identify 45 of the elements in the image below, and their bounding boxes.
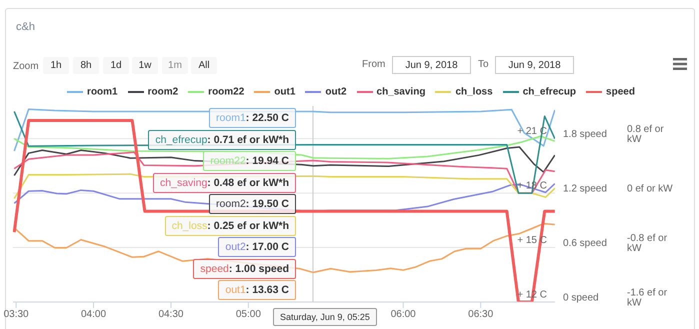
- text: 1m: [162, 57, 188, 74]
- text: Jun 9, 2018: [495, 56, 574, 74]
- y2-tick-label: 1.2 speed: [563, 184, 607, 195]
- x-tick-label: 06:30: [468, 309, 494, 320]
- annotation: speed: 1.00 speed: [200, 262, 289, 274]
- legend-label: ch_loss: [455, 86, 493, 98]
- y3-tick-label: -1.6 ef or kW: [627, 288, 668, 309]
- text: All: [191, 57, 217, 74]
- y3-tick-label: 0.8 ef or kW: [627, 124, 664, 146]
- legend-label: room2: [148, 86, 178, 98]
- text: 1h: [43, 57, 69, 74]
- y2-tick-label: 0 speed: [563, 292, 599, 304]
- y3-tick-label: 0 ef or kW: [627, 184, 674, 195]
- x-tick-label: 05:00: [236, 309, 262, 320]
- text: To: [478, 58, 489, 72]
- annotation: ch_saving: 0.48 ef or kW*h: [160, 176, 289, 188]
- y3-tick-label: -0.8 ef or kW: [627, 233, 668, 254]
- annotation: ch_loss: 0.25 ef or kW*h: [172, 220, 289, 232]
- annotation: out2: 17.00 C: [225, 241, 289, 253]
- text: Zoom: [13, 60, 39, 74]
- x-tick-label: 03:30: [4, 309, 30, 320]
- x-tick-label: 04:00: [81, 309, 106, 320]
- annotation: room22: 19.94 C: [210, 155, 289, 167]
- x-tick-label: 06:00: [390, 309, 416, 320]
- annotation: ch_efrecup: 0.71 ef or kW*h: [155, 134, 289, 146]
- legend-label: room22: [208, 86, 244, 98]
- annotation: room2: 19.50 C: [216, 198, 289, 210]
- text: From: [362, 58, 386, 72]
- text: 8h: [73, 57, 99, 74]
- text: 1w: [132, 57, 158, 74]
- text: Jun 9, 2018: [392, 56, 471, 74]
- text: Saturday, Jun 9, 05:25: [273, 308, 377, 326]
- text: 1d: [103, 57, 129, 74]
- legend-label: speed: [606, 86, 635, 98]
- legend-label: ch_efrecup: [522, 86, 576, 98]
- legend-label: room1: [87, 86, 118, 98]
- annotation: room1: 22.50 C: [216, 112, 289, 124]
- annotation: out1: 13.63 C: [225, 284, 289, 296]
- x-tick-label: 04:30: [158, 309, 184, 320]
- chart-title: c&h: [16, 21, 35, 33]
- legend-label: ch_saving: [376, 86, 426, 98]
- y2-tick-label: 0.6 speed: [563, 238, 607, 250]
- y2-tick-label: 1.8 speed: [563, 129, 607, 140]
- legend-label: out1: [274, 86, 296, 98]
- legend-label: out2: [325, 86, 347, 98]
